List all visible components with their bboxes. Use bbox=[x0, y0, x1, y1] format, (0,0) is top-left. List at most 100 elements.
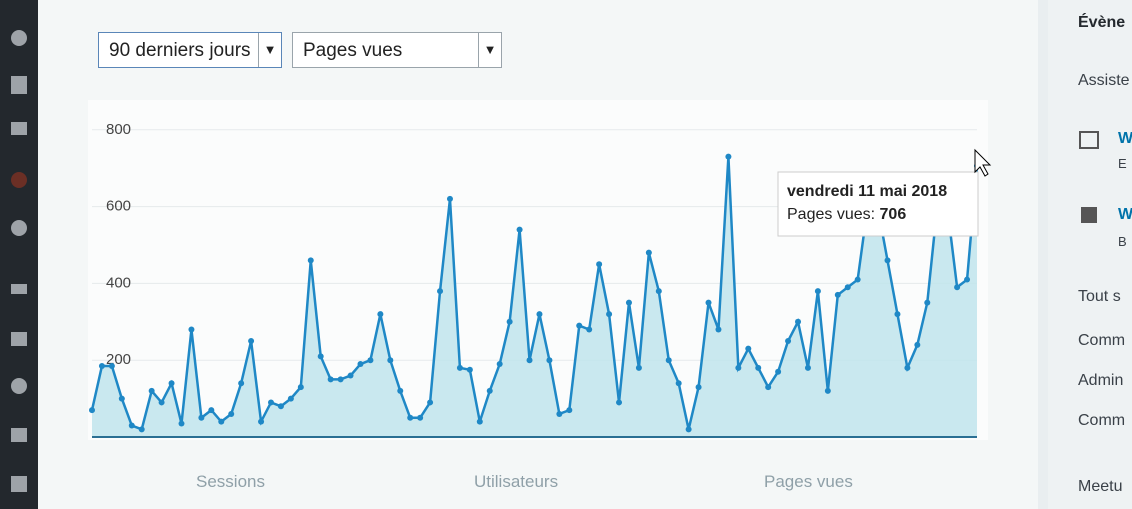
point bbox=[466, 366, 473, 373]
point bbox=[357, 361, 364, 368]
tooltip-date: vendredi 11 mai 2018 bbox=[787, 183, 947, 200]
tooltip-box bbox=[777, 171, 979, 237]
event-icon bbox=[1079, 131, 1099, 149]
point bbox=[307, 257, 314, 264]
dropdown-arrow: ▼ bbox=[258, 33, 281, 67]
point bbox=[89, 407, 95, 414]
point bbox=[566, 407, 573, 414]
point bbox=[178, 420, 185, 427]
point bbox=[765, 384, 772, 391]
stat-label: Sessions bbox=[196, 472, 265, 491]
point bbox=[407, 414, 414, 421]
point bbox=[685, 426, 692, 433]
point bbox=[536, 311, 543, 318]
point bbox=[98, 362, 105, 369]
point bbox=[645, 249, 652, 256]
point bbox=[924, 299, 931, 306]
y-tick-label: 600 bbox=[106, 198, 131, 215]
point bbox=[596, 261, 603, 268]
event-item[interactable]: W bbox=[1118, 206, 1132, 223]
point bbox=[238, 380, 245, 387]
point bbox=[964, 276, 971, 283]
point bbox=[516, 226, 523, 233]
point bbox=[228, 410, 235, 417]
tooltip-text: Pages vues: 706 bbox=[787, 206, 906, 223]
point bbox=[775, 368, 782, 375]
point bbox=[506, 318, 513, 325]
tooltip-value: 706 bbox=[880, 206, 907, 223]
point bbox=[198, 414, 205, 421]
point bbox=[287, 395, 294, 402]
point bbox=[755, 364, 762, 371]
point bbox=[745, 345, 752, 352]
point bbox=[337, 376, 344, 383]
point bbox=[675, 380, 682, 387]
panel-link[interactable]: Admin bbox=[1078, 372, 1124, 389]
metric-value: Pages vues bbox=[303, 40, 403, 61]
stat-label: Utilisateurs bbox=[474, 472, 559, 491]
point bbox=[208, 407, 215, 414]
point bbox=[138, 426, 145, 433]
point bbox=[695, 384, 702, 391]
metric-select[interactable]: Pages vues ▼ bbox=[292, 32, 502, 68]
meetup-icon bbox=[1081, 207, 1097, 223]
point bbox=[616, 399, 623, 406]
y-tick-label: 800 bbox=[106, 121, 131, 138]
point bbox=[128, 422, 135, 429]
point bbox=[785, 338, 792, 344]
point bbox=[297, 384, 304, 391]
panel-subtitle: Assiste bbox=[1078, 72, 1130, 89]
point bbox=[556, 410, 563, 417]
panel-link[interactable]: Comm bbox=[1078, 332, 1126, 349]
point bbox=[725, 153, 732, 160]
point bbox=[218, 418, 225, 425]
point bbox=[168, 380, 175, 387]
point bbox=[108, 362, 115, 369]
point bbox=[387, 357, 394, 364]
period-value: 90 derniers jours bbox=[109, 40, 251, 61]
point bbox=[496, 361, 503, 368]
point bbox=[267, 399, 274, 406]
point bbox=[446, 195, 453, 202]
point bbox=[954, 284, 961, 291]
event-meta: E bbox=[1118, 156, 1127, 171]
dropdown-arrow: ▼ bbox=[478, 33, 501, 67]
point bbox=[904, 364, 911, 371]
panel-link[interactable]: Comm bbox=[1078, 412, 1126, 429]
point bbox=[735, 364, 742, 371]
panel-link[interactable]: Tout s bbox=[1078, 288, 1121, 305]
point bbox=[417, 414, 424, 421]
panel-title: Évène bbox=[1078, 14, 1126, 31]
line bbox=[90, 156, 979, 431]
point bbox=[248, 338, 255, 344]
point bbox=[367, 357, 374, 364]
point bbox=[277, 403, 284, 410]
point bbox=[486, 387, 493, 394]
point bbox=[397, 387, 404, 394]
point bbox=[476, 418, 483, 425]
right-panel: Évène Assiste W E W B Tout s Comm Admin … bbox=[1048, 0, 1132, 509]
point bbox=[844, 284, 851, 291]
panel-link[interactable]: Meetu bbox=[1078, 478, 1123, 495]
event-item[interactable]: W bbox=[1118, 130, 1132, 147]
point bbox=[148, 387, 155, 394]
point bbox=[576, 322, 583, 329]
point bbox=[317, 353, 324, 360]
point bbox=[625, 299, 632, 306]
point bbox=[705, 299, 712, 306]
event-meta: B bbox=[1118, 234, 1127, 249]
point bbox=[834, 291, 841, 298]
period-select[interactable]: 90 derniers jours ▼ bbox=[98, 32, 282, 68]
y-tick-label: 400 bbox=[106, 274, 131, 291]
point bbox=[814, 288, 821, 295]
point bbox=[804, 364, 811, 371]
sidebar-icons bbox=[11, 30, 27, 492]
cursor bbox=[974, 148, 992, 177]
point bbox=[894, 311, 901, 318]
point bbox=[635, 364, 642, 371]
point bbox=[188, 326, 195, 333]
point bbox=[526, 357, 533, 364]
point bbox=[118, 395, 125, 402]
